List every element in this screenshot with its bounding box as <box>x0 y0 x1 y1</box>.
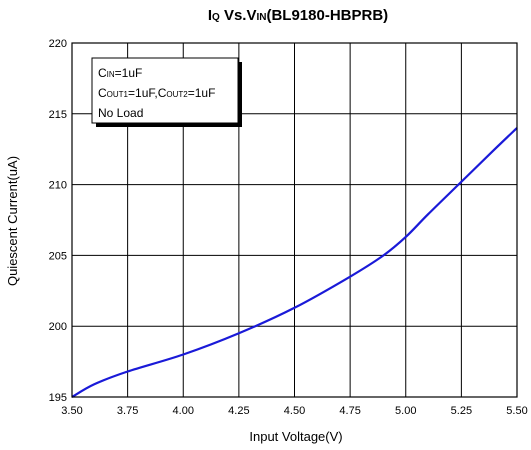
x-tick-label: 4.50 <box>284 405 305 417</box>
y-axis-label: Quiescent Current(uA) <box>5 156 20 286</box>
chart-title: IQ Vs.VIN(BL9180-HBPRB) <box>208 7 388 24</box>
title-main-sub: Q <box>212 12 220 23</box>
x-tick-label: 3.50 <box>61 405 82 417</box>
title-tail: (BL9180-HBPRB) <box>266 7 388 24</box>
plot-frame <box>71 42 518 398</box>
y-tick-label: 220 <box>49 38 67 50</box>
x-tick-label: 5.25 <box>451 405 472 417</box>
x-tick-label: 5.00 <box>395 405 416 417</box>
series-layer <box>71 127 518 398</box>
legend-line-cin: CIN=1uF <box>98 66 142 80</box>
y-tick-label: 200 <box>49 321 67 333</box>
y-tick-label: 210 <box>49 180 67 192</box>
legend-line-load: No Load <box>98 106 143 120</box>
y-tick-label: 205 <box>49 250 67 262</box>
x-tick-label: 3.75 <box>117 405 138 417</box>
y-tick-label: 215 <box>49 109 67 121</box>
title-middle-sub: IN <box>256 12 266 23</box>
x-axis-label: Input Voltage(V) <box>249 429 342 444</box>
y-tick-label: 195 <box>49 392 67 404</box>
x-tick-label: 5.50 <box>506 405 527 417</box>
grid <box>72 43 517 397</box>
legend-box <box>91 57 239 124</box>
legend-line-cout: COUT1=1uF,COUT2=1uF <box>98 86 215 100</box>
legend: CIN=1uF COUT1=1uF,COUT2=1uF No Load <box>91 57 242 127</box>
series-line <box>71 127 518 398</box>
tick-labels: 3.50 3.75 4.00 4.25 4.50 4.75 5.00 5.25 5.50 195 2… <box>49 38 528 417</box>
x-tick-label: 4.25 <box>228 405 249 417</box>
title-middle: Vs.V <box>220 7 257 24</box>
title-main: I <box>208 7 212 24</box>
x-tick-label: 4.75 <box>339 405 360 417</box>
x-tick-label: 4.00 <box>173 405 194 417</box>
